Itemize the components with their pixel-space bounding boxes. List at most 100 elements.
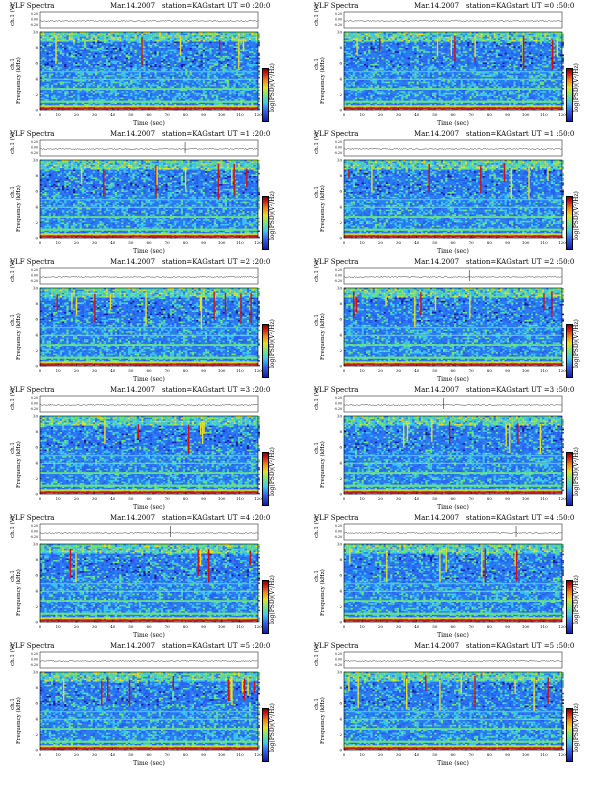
- ch1-strip: [343, 523, 563, 541]
- frequency-band: [344, 728, 562, 730]
- ch1-axis-label: ch.1 (V): [313, 516, 320, 538]
- panel-title: VLF Spectra Mar.14.2007 station=KAG start U…: [10, 642, 278, 651]
- x-tick-label: 60: [450, 496, 456, 501]
- x-tick-label: 20: [74, 624, 80, 629]
- x-tick-label: 0: [343, 624, 346, 629]
- title-date: Mar.14.2007: [110, 514, 155, 523]
- spectrogram-panel: VLF Spectra Mar.14.2007 station=KAG start U…: [312, 258, 582, 384]
- ch1-axis-label: ch.1 (V): [9, 260, 16, 282]
- ch1-tick-label: 0.20: [335, 268, 342, 272]
- x-tick-label: 50: [128, 496, 134, 501]
- title-date: Mar.14.2007: [110, 130, 155, 139]
- ch1-axis-label: ch.1 (V): [313, 132, 320, 154]
- frequency-band: [344, 711, 562, 713]
- x-tick-label: 40: [110, 624, 116, 629]
- y-tick-label: 10: [337, 158, 343, 163]
- y-tick-label: 8: [35, 45, 38, 50]
- spectrogram-svg: 0.20 0.00-0.20 ch.1 (V) 0 2 4 6 8 10 Frequency (k…: [9, 132, 262, 255]
- x-tick-label: 120: [254, 496, 262, 501]
- x-tick-label: 80: [487, 112, 493, 117]
- title-start-time: start UT =2 :50:0: [512, 258, 574, 267]
- y-tick-label: 2: [339, 476, 342, 481]
- x-tick-label: 80: [183, 368, 189, 373]
- ch1-tick-label: 0.00: [31, 530, 38, 534]
- burst-event: [386, 552, 388, 583]
- channel-label: ch.1: [314, 186, 320, 198]
- ch1-tick-label: 0.00: [335, 274, 342, 278]
- spectrogram-panel: VLF Spectra Mar.14.2007 station=KAG start U…: [312, 514, 582, 640]
- ch1-tick-label: 0.20: [31, 652, 38, 656]
- burst-event: [357, 676, 359, 708]
- frequency-axis-label: Frequency (kHz): [319, 441, 326, 488]
- burst-event: [233, 163, 235, 197]
- x-tick-label: 10: [56, 112, 62, 117]
- burst-event: [75, 296, 78, 315]
- y-tick-label: 10: [33, 542, 39, 547]
- x-tick-label: 60: [146, 112, 152, 117]
- x-tick-label: 100: [218, 624, 226, 629]
- ch1-tick-label: 0.00: [31, 18, 38, 22]
- x-tick-label: 80: [183, 752, 189, 757]
- burst-event: [200, 294, 203, 328]
- colorbar: [262, 580, 269, 634]
- x-tick-label: 20: [378, 240, 384, 245]
- colorbar: [566, 708, 573, 762]
- x-tick-label: 30: [92, 112, 98, 117]
- x-tick-label: 80: [487, 752, 493, 757]
- ch1-axis-label: ch.1 (V): [313, 644, 320, 666]
- x-tick-label: 70: [165, 240, 171, 245]
- ch1-tick-label: -0.20: [334, 279, 342, 283]
- x-tick-label: 40: [414, 752, 420, 757]
- x-tick-label: 120: [254, 752, 262, 757]
- y-tick-label: 0: [35, 620, 38, 625]
- ch1-tick-label: -0.20: [334, 663, 342, 667]
- x-axis-label: Time (sec): [133, 504, 165, 511]
- frequency-axis-label: Frequency (kHz): [319, 313, 326, 360]
- burst-event: [431, 419, 433, 442]
- y-tick-label: 10: [337, 30, 343, 35]
- x-tick-label: 80: [183, 496, 189, 501]
- frequency-axis-label: Frequency (kHz): [319, 57, 326, 104]
- spectrogram-cells: [40, 32, 260, 111]
- frequency-band: [344, 617, 562, 619]
- spectrogram-panel: VLF Spectra Mar.14.2007 station=KAG start U…: [312, 642, 582, 768]
- frequency-band: [344, 233, 562, 235]
- x-tick-label: 70: [469, 624, 475, 629]
- y-tick-label: 10: [337, 542, 343, 547]
- spectrogram-panel: VLF Spectra Mar.14.2007 station=KAG start U…: [8, 258, 278, 384]
- ch1-tick-label: 0.20: [335, 652, 342, 656]
- x-tick-label: 80: [487, 624, 493, 629]
- title-date: Mar.14.2007: [110, 258, 155, 267]
- x-tick-label: 30: [396, 624, 402, 629]
- x-tick-label: 50: [432, 624, 438, 629]
- burst-event: [242, 38, 245, 52]
- x-tick-label: 40: [414, 368, 420, 373]
- frequency-band: [40, 88, 258, 90]
- x-tick-label: 30: [92, 368, 98, 373]
- x-tick-label: 90: [505, 752, 511, 757]
- channel-label: ch.1: [314, 314, 320, 326]
- burst-event: [197, 550, 199, 576]
- ch1-strip: [343, 395, 563, 413]
- frequency-band: [40, 334, 258, 336]
- y-tick-label: 0: [35, 364, 38, 369]
- ch1-waveform: [343, 660, 562, 662]
- y-tick-label: 8: [339, 173, 342, 178]
- x-tick-label: 10: [56, 240, 62, 245]
- x-tick-label: 0: [343, 112, 346, 117]
- x-axis-label: Time (sec): [437, 632, 469, 639]
- x-tick-label: 70: [165, 112, 171, 117]
- ch1-tick-label: 0.20: [335, 140, 342, 144]
- ch1-waveform: [343, 20, 562, 22]
- y-tick-label: 6: [35, 573, 38, 578]
- spectrogram-panel: VLF Spectra Mar.14.2007 station=KAG start U…: [8, 130, 278, 256]
- y-tick-label: 6: [339, 317, 342, 322]
- burst-event: [514, 679, 516, 695]
- y-tick-label: 8: [35, 301, 38, 306]
- title-station: station=KAG: [466, 642, 512, 651]
- x-tick-label: 0: [39, 496, 42, 501]
- x-tick-label: 70: [165, 368, 171, 373]
- ch1-tick-label: -0.20: [30, 279, 38, 283]
- channel-label: ch.1: [314, 442, 320, 454]
- x-tick-label: 50: [432, 496, 438, 501]
